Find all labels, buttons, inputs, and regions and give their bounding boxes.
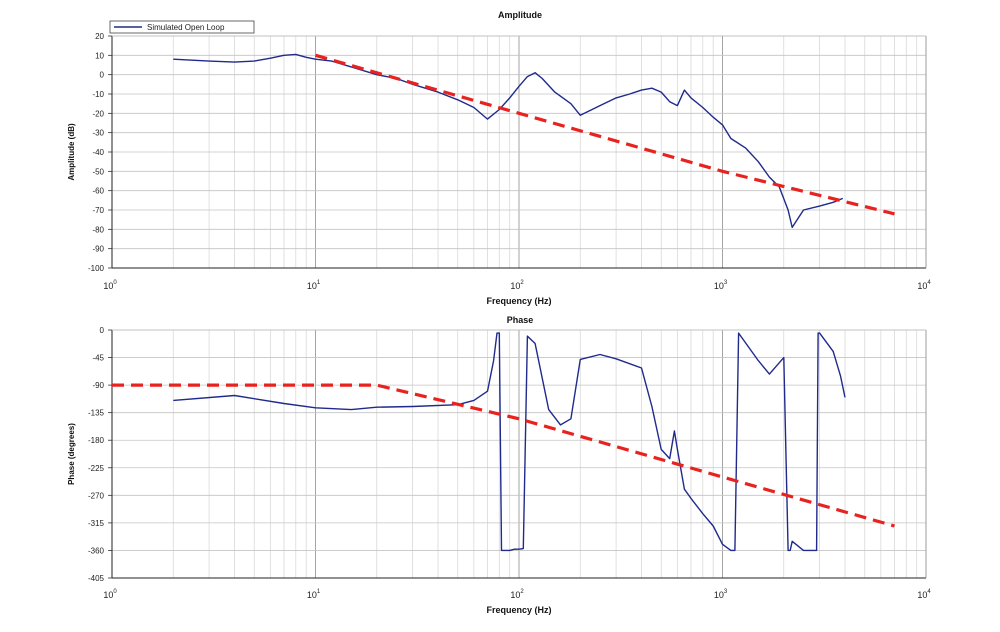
y-tick-label: -45 bbox=[92, 354, 104, 363]
x-tick-label: 104 bbox=[917, 280, 931, 291]
measured-series-line bbox=[173, 332, 846, 552]
x-tick-label: 102 bbox=[510, 589, 524, 600]
y-tick-label: -50 bbox=[92, 167, 104, 176]
x-tick-label: 102 bbox=[510, 280, 524, 291]
y-tick-label: -40 bbox=[92, 148, 104, 157]
x-tick-label: 101 bbox=[307, 280, 321, 291]
y-axis-label: Phase (degrees) bbox=[67, 423, 76, 485]
asymptote-series-line bbox=[315, 53, 895, 216]
x-tick-label: 104 bbox=[917, 589, 931, 600]
y-tick-label: -80 bbox=[92, 225, 104, 234]
y-tick-label: -100 bbox=[88, 264, 105, 273]
y-tick-label: -70 bbox=[92, 206, 104, 215]
y-tick-label: 10 bbox=[95, 51, 104, 60]
y-tick-label: -360 bbox=[88, 546, 105, 555]
chart-title: Amplitude bbox=[498, 10, 542, 20]
y-tick-label: -10 bbox=[92, 90, 104, 99]
phase-panel: 100 101 102 103 104 0 -45 -90 -135 -180 -225 -270 -3… bbox=[67, 315, 931, 615]
y-tick-label: -225 bbox=[88, 464, 105, 473]
y-tick-label: -180 bbox=[88, 436, 105, 445]
y-tick-label: -60 bbox=[92, 187, 104, 196]
x-tick-label: 103 bbox=[714, 589, 728, 600]
y-tick-label: -90 bbox=[92, 245, 104, 254]
y-tick-label: 0 bbox=[100, 326, 105, 335]
x-axis-label: Frequency (Hz) bbox=[486, 296, 551, 306]
y-tick-label: -90 bbox=[92, 381, 104, 390]
y-tick-label: -20 bbox=[92, 109, 104, 118]
legend-label: Simulated Open Loop bbox=[147, 23, 225, 32]
legend-box bbox=[109, 20, 255, 34]
x-tick-label: 101 bbox=[307, 589, 321, 600]
y-tick-label: 20 bbox=[95, 32, 104, 41]
asymptote-series-line bbox=[112, 383, 895, 528]
y-axis-label: Amplitude (dB) bbox=[67, 123, 76, 181]
x-tick-label: 100 bbox=[103, 589, 117, 600]
x-tick-label: 103 bbox=[714, 280, 728, 291]
y-tick-label: 0 bbox=[100, 71, 105, 80]
y-tick-label: -30 bbox=[92, 129, 104, 138]
chart-title: Phase bbox=[507, 315, 534, 325]
y-tick-label: -135 bbox=[88, 409, 105, 418]
x-axis-label: Frequency (Hz) bbox=[486, 605, 551, 615]
measured-series-line bbox=[173, 53, 844, 229]
amplitude-panel: 100 101 102 103 10420100-10-20-30-40-50-60-7… bbox=[67, 10, 931, 306]
x-tick-label: 100 bbox=[103, 280, 117, 291]
y-tick-label: -405 bbox=[88, 574, 105, 583]
y-tick-label: -315 bbox=[88, 519, 105, 528]
y-tick-label: -270 bbox=[88, 491, 105, 500]
